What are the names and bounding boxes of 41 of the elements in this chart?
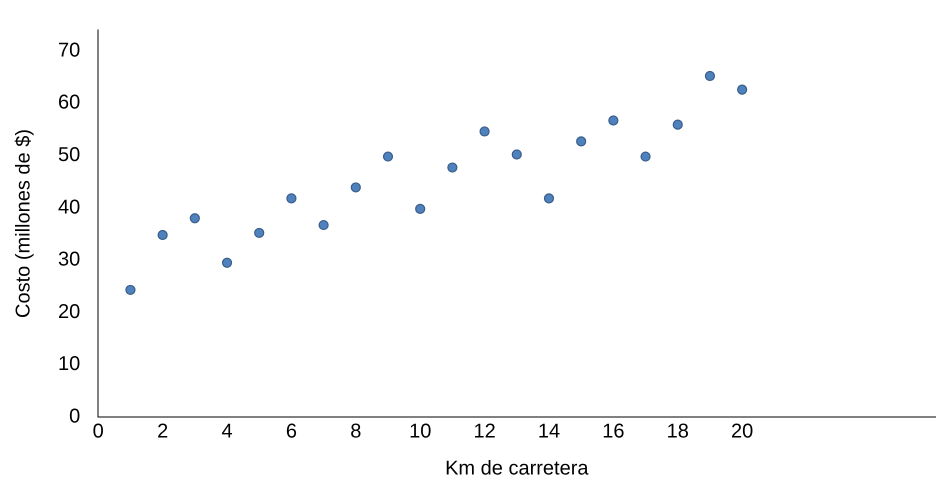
x-tick-label: 12 [473, 420, 496, 443]
point [544, 193, 554, 204]
point [479, 126, 490, 137]
point [125, 284, 136, 296]
point [704, 70, 716, 82]
point [286, 193, 297, 204]
point [350, 182, 361, 193]
x-tick-label: 16 [602, 420, 624, 443]
y-tick-label: 50 [58, 144, 80, 166]
y-tick-label: 0 [69, 406, 80, 428]
x-tick-label: 6 [286, 420, 297, 443]
y-tick-label: 30 [58, 248, 80, 271]
point [447, 162, 458, 173]
y-axis-title: Costo (millones de $) [12, 129, 35, 318]
x-axis-title: Km de carretera [445, 458, 590, 480]
x-tick-label: 4 [221, 420, 233, 443]
point [158, 230, 168, 240]
x-tick-label: 20 [731, 420, 754, 443]
point [222, 258, 232, 268]
point [318, 220, 329, 230]
y-tick-label: 40 [58, 196, 80, 218]
x-tick-label: 8 [350, 420, 362, 443]
x-tick-label: 2 [157, 420, 168, 443]
y-tick-label: 70 [58, 39, 80, 62]
y-tick-label: 10 [58, 353, 80, 376]
point [415, 204, 426, 214]
x-tick-label: 18 [666, 420, 689, 443]
y-tick-label: 60 [58, 92, 80, 114]
x-tick-label: 10 [409, 420, 432, 443]
point [640, 151, 651, 162]
point [190, 213, 200, 224]
y-tick-label: 20 [58, 300, 80, 323]
x-tick-label: 14 [538, 420, 560, 443]
point [512, 149, 522, 160]
point [608, 115, 618, 126]
point [382, 151, 394, 162]
x-tick-label: 0 [92, 420, 104, 443]
point [254, 228, 264, 238]
point [737, 84, 748, 95]
point [672, 120, 683, 130]
point [576, 136, 586, 146]
